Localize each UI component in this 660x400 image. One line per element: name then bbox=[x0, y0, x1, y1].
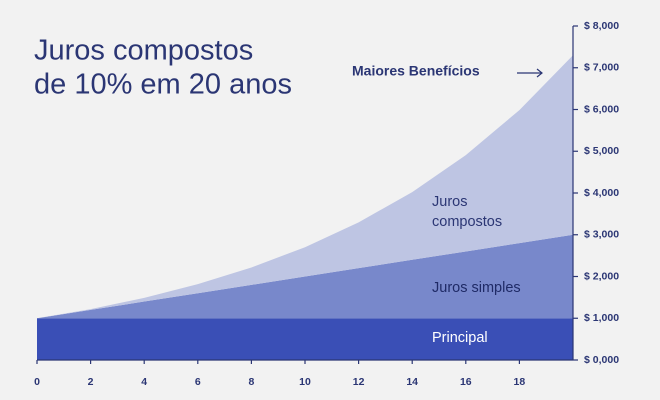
x-tick-label: 6 bbox=[195, 376, 201, 388]
annotation: Maiores Benefícios bbox=[352, 63, 480, 79]
series-label: Principal bbox=[432, 330, 488, 346]
x-tick-label: 12 bbox=[353, 376, 365, 388]
area bbox=[37, 55, 573, 319]
y-tick-label: $ 7,000 bbox=[584, 62, 619, 74]
x-tick-label: 10 bbox=[299, 376, 311, 388]
y-tick-label: $ 3,000 bbox=[584, 229, 619, 241]
series-label: Juros simples bbox=[432, 280, 521, 296]
chart-title: Juros compostos bbox=[34, 35, 253, 67]
x-tick-label: 8 bbox=[248, 376, 254, 388]
x-tick-label: 16 bbox=[460, 376, 472, 388]
x-tick-label: 4 bbox=[141, 376, 147, 388]
x-tick-label: 2 bbox=[88, 376, 94, 388]
areas bbox=[37, 55, 573, 360]
y-tick-label: $ 0,000 bbox=[584, 354, 619, 366]
y-tick-label: $ 4,000 bbox=[584, 187, 619, 199]
area bbox=[37, 318, 573, 360]
y-tick-label: $ 6,000 bbox=[584, 103, 619, 115]
x-tick-label: 14 bbox=[406, 376, 418, 388]
annotation-arrow bbox=[517, 68, 543, 78]
x-tick-label: 0 bbox=[34, 376, 40, 388]
chart-title: de 10% em 20 anos bbox=[34, 69, 292, 101]
y-tick-label: $ 1,000 bbox=[584, 312, 619, 324]
x-tick-label: 18 bbox=[514, 376, 526, 388]
y-tick-label: $ 8,000 bbox=[584, 20, 619, 32]
y-tick-label: $ 5,000 bbox=[584, 145, 619, 157]
series-label: Juros compostos bbox=[432, 194, 502, 230]
y-tick-label: $ 2,000 bbox=[584, 270, 619, 282]
